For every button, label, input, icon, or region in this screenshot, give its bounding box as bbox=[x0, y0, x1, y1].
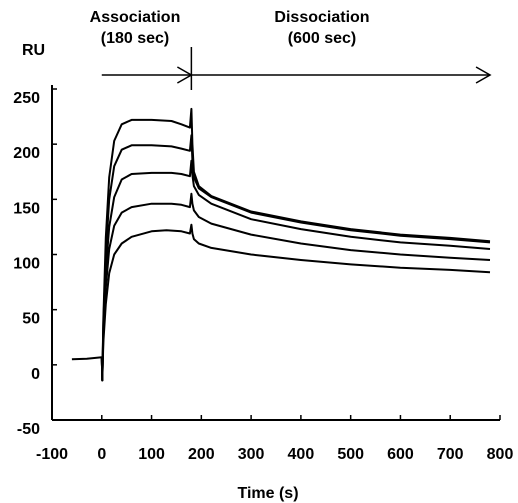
x-tick-label: 600 bbox=[387, 446, 414, 463]
series-layer bbox=[71, 107, 491, 382]
y-tick-label: 200 bbox=[13, 145, 40, 162]
y-tick-label: 50 bbox=[22, 311, 40, 328]
y-axis-label: RU bbox=[22, 42, 45, 59]
series-line bbox=[100, 192, 491, 382]
baseline-line bbox=[71, 356, 102, 361]
x-tick-label: 800 bbox=[487, 446, 514, 463]
y-tick-label: -50 bbox=[17, 421, 40, 438]
y-tick-label: 250 bbox=[13, 90, 40, 107]
x-tick-label: 0 bbox=[97, 446, 106, 463]
y-tick-label: 0 bbox=[31, 366, 40, 383]
y-tick-label: 150 bbox=[13, 200, 40, 217]
series-line bbox=[100, 159, 491, 382]
dissociation-label: Dissociation bbox=[274, 9, 369, 26]
x-ticks: -100 0 100 200 300 400 500 600 700 800 bbox=[36, 415, 513, 463]
association-duration-label: (180 sec) bbox=[101, 30, 170, 47]
x-tick-label: 400 bbox=[288, 446, 315, 463]
series-line bbox=[100, 223, 491, 382]
x-tick-label: 100 bbox=[138, 446, 165, 463]
phase-arrows bbox=[101, 47, 492, 90]
y-tick-label: 100 bbox=[13, 256, 40, 273]
series-line bbox=[100, 134, 491, 382]
x-tick-label: 200 bbox=[188, 446, 215, 463]
x-tick-label: 300 bbox=[238, 446, 265, 463]
x-axis-label: Time (s) bbox=[237, 485, 298, 502]
series-line bbox=[100, 107, 491, 382]
y-ticks: -50 0 50 100 150 200 250 bbox=[13, 88, 57, 438]
x-tick-label: 500 bbox=[337, 446, 364, 463]
x-tick-label: -100 bbox=[36, 446, 68, 463]
association-label: Association bbox=[90, 9, 181, 26]
dissociation-arrow-head bbox=[475, 66, 492, 84]
dissociation-duration-label: (600 sec) bbox=[288, 30, 357, 47]
x-tick-label: 700 bbox=[437, 446, 464, 463]
